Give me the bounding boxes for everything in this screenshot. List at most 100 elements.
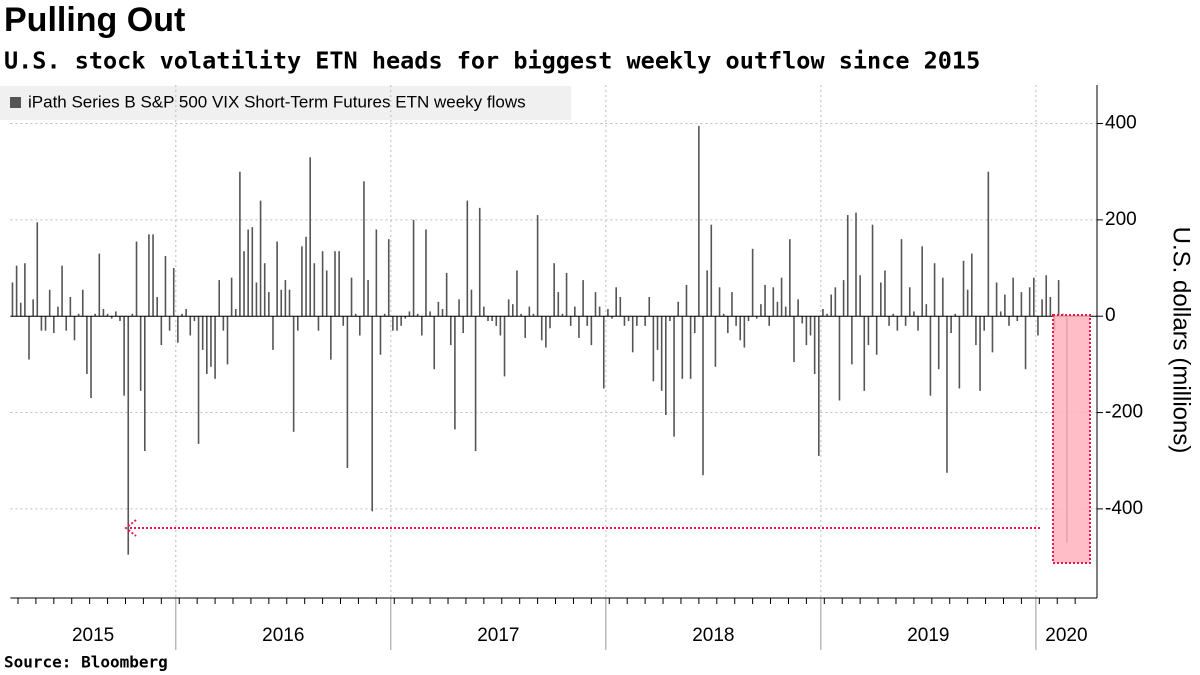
bar [983,316,985,331]
bar [375,229,378,317]
bar [561,313,564,317]
bar [143,316,146,452]
bar [987,171,990,317]
bar [958,316,961,389]
bar [851,316,853,365]
bar [846,215,849,317]
bar [301,246,303,317]
bar [40,316,43,331]
bar [206,316,208,375]
bar [925,304,928,317]
bar [499,316,502,336]
bar [454,316,456,430]
bar [503,316,506,377]
bar [822,308,824,317]
bar [908,287,911,317]
bar [917,316,919,331]
legend-swatch [10,97,21,108]
bar [677,301,680,317]
bar [495,316,498,326]
bar [433,316,436,370]
bar [578,316,580,338]
bar [487,316,489,322]
bar [1037,316,1039,336]
bar [102,308,105,317]
bar [342,316,345,326]
bar [313,263,316,317]
bar [859,275,861,317]
bar [288,289,291,317]
y-tick-label: -400 [1105,498,1143,519]
bar [768,316,770,326]
bar [65,316,68,331]
bar [470,289,473,317]
bar [689,316,692,379]
bar [615,287,617,317]
bar [247,229,249,317]
bar [586,316,589,326]
bar [330,316,332,360]
bar [970,253,973,317]
bar [106,313,109,317]
bar [338,251,340,317]
bar [449,316,452,346]
bar [441,308,444,317]
bar [1024,316,1027,370]
bar [892,313,895,317]
bar [94,313,96,317]
bar [946,316,948,473]
bar [321,251,324,317]
bar [995,282,998,317]
bar [437,301,440,317]
bar [855,212,857,317]
bar [975,316,977,346]
bar [582,280,584,317]
bar [251,227,254,317]
bar [429,311,431,317]
bar [929,316,932,396]
bar [933,263,936,317]
bar [243,251,245,317]
bar [77,313,80,317]
x-tick-label: 2015 [72,625,114,646]
bar [793,316,795,362]
bar [135,241,138,317]
bar [648,296,651,317]
bar [524,316,527,338]
legend-box [0,86,571,120]
bar [73,316,76,341]
bar [532,313,535,317]
bar [466,200,469,317]
bar [334,251,336,317]
bar [474,316,477,452]
bar [557,292,560,317]
y-tick-label: -200 [1105,402,1143,423]
chart-subtitle: U.S. stock volatility ETN heads for bigg… [4,47,980,75]
bar [549,316,551,329]
bar [813,316,816,375]
bar [954,313,957,317]
bar [189,316,192,336]
bar [201,316,204,350]
bar [69,296,72,317]
bar [1020,292,1023,317]
bar [950,316,952,334]
source: Source: Bloomberg [4,653,168,672]
bar [214,316,216,379]
bar [239,171,241,317]
bar [764,284,766,317]
bar [623,316,626,326]
bar [602,316,605,389]
bar [110,316,113,319]
x-tick-label: 2018 [692,625,734,646]
bar [383,313,386,317]
bar [90,316,92,399]
chart-title: Pulling Out [4,1,185,39]
bar [900,239,903,317]
bar [830,294,832,317]
bar [619,296,622,317]
bar [673,316,675,437]
bar [309,157,311,317]
bar [53,316,55,334]
bar [863,316,866,391]
